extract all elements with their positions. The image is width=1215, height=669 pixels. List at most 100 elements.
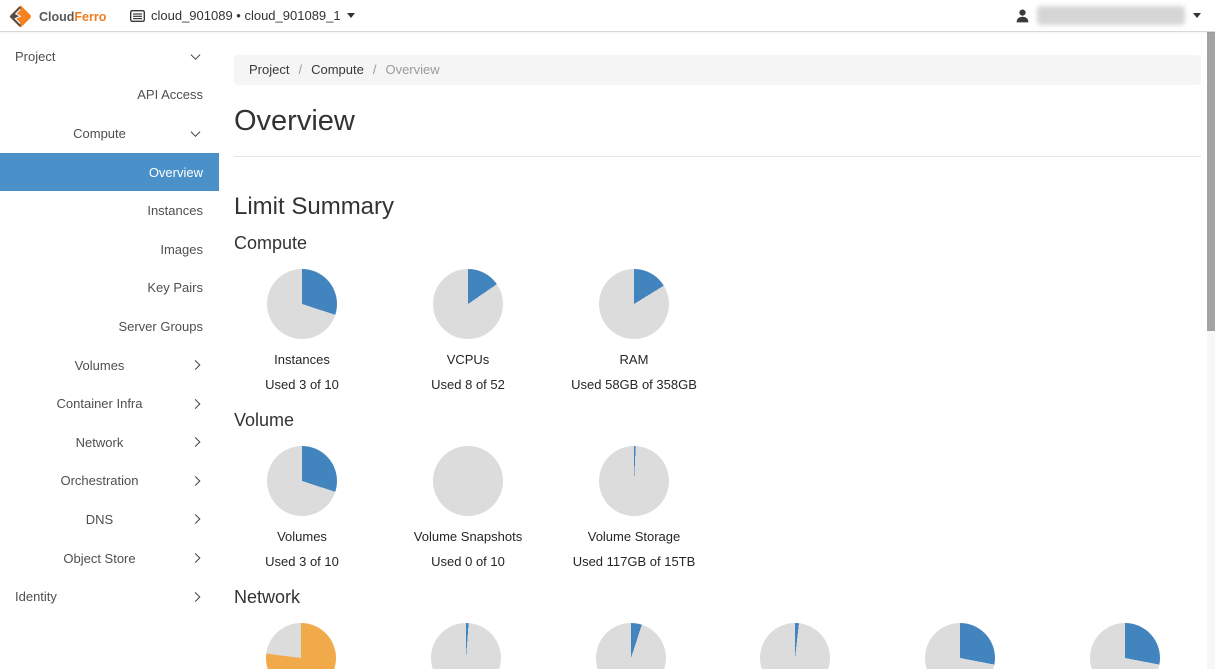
pie-chart xyxy=(266,623,337,669)
sidebar-item-container-infra[interactable]: Container Infra xyxy=(0,384,219,423)
sidebar-item-label: Instances xyxy=(147,203,203,219)
chart-cell-volume-storage: Volume Storage Used 117GB of 15TB xyxy=(551,446,717,569)
redacted-user-email xyxy=(1037,6,1185,25)
sidebar-item-label: Server Groups xyxy=(118,318,203,334)
context-switcher-label: cloud_901089 • cloud_901089_1 xyxy=(151,8,341,23)
sidebar-item-object-store[interactable]: Object Store xyxy=(0,539,219,578)
sidebar-item-server-groups[interactable]: Server Groups xyxy=(0,307,219,346)
chevron-right-icon xyxy=(190,360,201,370)
sidebar-item-label: DNS xyxy=(85,511,114,527)
pie-chart xyxy=(925,623,996,669)
pie-chart-volume-storage xyxy=(599,446,669,516)
chevron-down-icon xyxy=(190,127,201,138)
context-switcher[interactable]: cloud_901089 • cloud_901089_1 xyxy=(130,0,355,31)
chevron-right-icon xyxy=(190,398,201,409)
caret-down-icon xyxy=(1193,13,1201,18)
sidebar-item-label: API Access xyxy=(137,87,203,103)
sidebar-item-project[interactable]: Project xyxy=(0,37,219,76)
chevron-down-icon xyxy=(190,50,201,61)
chevron-right-icon xyxy=(190,437,201,448)
sidebar-item-label: Container Infra xyxy=(56,396,143,412)
chevron-right-icon xyxy=(190,553,201,563)
pie-label: RAM xyxy=(619,352,649,367)
limit-summary-sections: Compute Instances Used 3 of 10 VCPUs Used 8 … xyxy=(219,233,1207,669)
sidebar-item-images[interactable]: Images xyxy=(0,230,219,269)
pie-chart-volume-snapshots xyxy=(433,446,503,516)
sidebar-item-label: Overview xyxy=(148,164,203,180)
sidebar-item-label: Network xyxy=(75,434,124,450)
pie-label: Volumes xyxy=(277,529,327,544)
sidebar-item-label: Key Pairs xyxy=(147,280,203,296)
pie-caption: Used 3 of 10 xyxy=(265,554,339,569)
caret-down-icon xyxy=(346,13,355,18)
person-icon xyxy=(1016,9,1029,22)
main-content: Project / Compute / Overview Overview Limit … xyxy=(219,32,1207,669)
sidebar-item-label: Project xyxy=(15,48,56,64)
pie-chart-instances xyxy=(267,269,337,339)
sidebar-item-overview[interactable]: Overview xyxy=(0,152,219,192)
sidebar-item-compute[interactable]: Compute xyxy=(0,114,219,153)
sidebar-item-label: Images xyxy=(160,241,203,257)
pie-caption: Used 8 of 52 xyxy=(431,377,505,392)
chart-row-network xyxy=(219,623,1207,669)
group-title-network: Network xyxy=(234,587,301,607)
sidebar-item-network[interactable]: Network xyxy=(0,423,219,462)
sidebar-item-label: Compute xyxy=(73,125,126,141)
group-title-compute: Compute xyxy=(234,233,308,253)
chevron-right-icon xyxy=(190,591,201,602)
pie-chart xyxy=(431,623,501,669)
chart-row-compute: Instances Used 3 of 10 VCPUs Used 8 of 52 RA… xyxy=(219,269,1207,392)
sidebar-item-label: Identity xyxy=(15,589,57,605)
breadcrumb-project[interactable]: Project xyxy=(249,62,290,77)
page-title: Overview xyxy=(234,105,355,137)
breadcrumb-separator: / xyxy=(372,62,377,77)
sidebar-item-instances[interactable]: Instances xyxy=(0,191,219,230)
chart-cell xyxy=(219,623,384,669)
app-navbar: CloudFerro cloud_901089 • cloud_901089_1 xyxy=(0,0,1215,32)
pie-label: Volume Storage xyxy=(587,529,681,544)
breadcrumb-separator: / xyxy=(298,62,303,77)
pie-chart-vcpus xyxy=(433,269,503,339)
breadcrumb-compute[interactable]: Compute xyxy=(311,62,364,77)
sidebar-item-label: Volumes xyxy=(74,357,125,373)
chart-cell xyxy=(548,623,713,669)
pie-chart-volumes xyxy=(267,446,337,516)
pie-label: VCPUs xyxy=(446,352,490,367)
chart-cell xyxy=(878,623,1043,669)
chart-cell xyxy=(1042,623,1207,669)
pie-caption: Used 117GB of 15TB xyxy=(572,554,696,569)
chevron-right-icon xyxy=(190,475,201,486)
scrollbar-track[interactable] xyxy=(1207,32,1215,669)
list-icon xyxy=(130,9,145,22)
breadcrumb-overview: Overview xyxy=(385,62,440,77)
sidebar-item-dns[interactable]: DNS xyxy=(0,500,219,539)
pie-label: Instances xyxy=(274,352,330,367)
brand-logo[interactable]: CloudFerro xyxy=(7,2,106,30)
sidebar: Project API Access Compute Overview Instance… xyxy=(0,32,219,669)
sidebar-item-label: Orchestration xyxy=(60,473,139,489)
pie-caption: Used 58GB of 358GB xyxy=(571,377,697,392)
sidebar-item-key-pairs[interactable]: Key Pairs xyxy=(0,269,219,308)
scrollbar-thumb[interactable] xyxy=(1207,32,1215,331)
limit-summary-title: Limit Summary xyxy=(234,193,395,220)
sidebar-item-api-access[interactable]: API Access xyxy=(0,76,219,115)
chart-cell-volumes: Volumes Used 3 of 10 xyxy=(219,446,385,569)
chart-cell xyxy=(713,623,878,669)
pie-caption: Used 3 of 10 xyxy=(265,377,339,392)
user-menu[interactable] xyxy=(1016,0,1201,31)
breadcrumb: Project / Compute / Overview xyxy=(234,55,1201,85)
chevron-right-icon xyxy=(190,514,201,525)
pie-chart xyxy=(595,623,666,669)
sidebar-item-volumes[interactable]: Volumes xyxy=(0,346,219,385)
pie-chart xyxy=(760,623,831,669)
chart-cell-vcpus: VCPUs Used 8 of 52 xyxy=(385,269,551,392)
pie-chart-ram xyxy=(599,269,669,339)
sidebar-item-label: Object Store xyxy=(63,550,136,566)
pie-label: Volume Snapshots xyxy=(413,529,523,544)
sidebar-item-identity[interactable]: Identity xyxy=(0,577,219,616)
brand-diamond-icon xyxy=(9,5,31,27)
chart-cell-volume-snapshots: Volume Snapshots Used 0 of 10 xyxy=(385,446,551,569)
sidebar-item-orchestration[interactable]: Orchestration xyxy=(0,462,219,501)
chart-cell-ram: RAM Used 58GB of 358GB xyxy=(551,269,717,392)
chart-row-volume: Volumes Used 3 of 10 Volume Snapshots Used … xyxy=(219,446,1207,569)
